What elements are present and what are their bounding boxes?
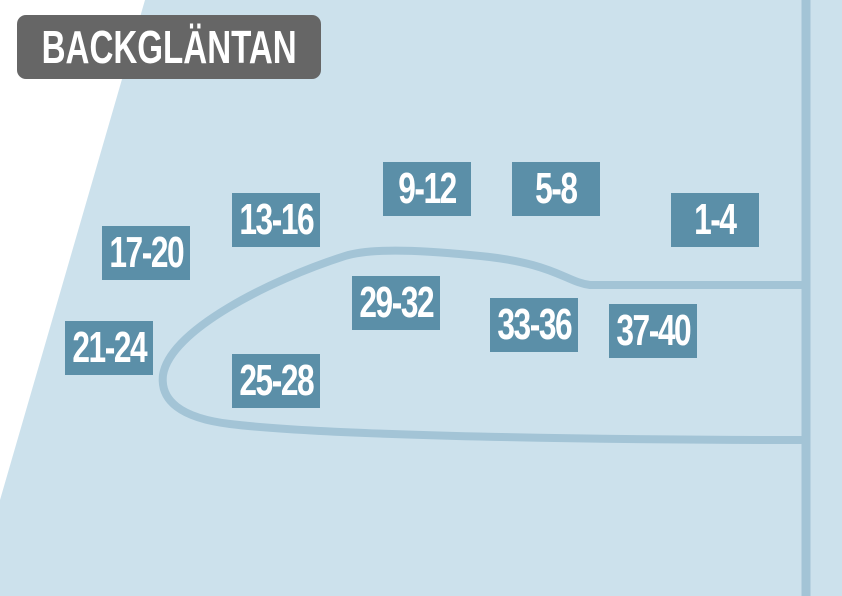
- lot-label-text: 37-40: [616, 306, 691, 355]
- lot-label-text: 1-4: [694, 195, 737, 244]
- lot-label[interactable]: 37-40: [609, 304, 697, 358]
- lot-label[interactable]: 5-8: [512, 162, 600, 216]
- area-title: BACKGLÄNTAN: [17, 15, 321, 79]
- lot-label-text: 21-24: [72, 323, 147, 372]
- lot-label[interactable]: 9-12: [383, 162, 471, 216]
- lot-label[interactable]: 1-4: [671, 193, 759, 247]
- lot-label[interactable]: 13-16: [232, 193, 320, 247]
- lot-label[interactable]: 21-24: [65, 321, 153, 375]
- branch-road: [158, 246, 807, 444]
- lot-label[interactable]: 33-36: [490, 298, 578, 352]
- lot-label-text: 13-16: [239, 195, 314, 244]
- lot-label[interactable]: 25-28: [232, 354, 320, 408]
- lot-label-text: 17-20: [109, 228, 184, 277]
- lot-label[interactable]: 29-32: [352, 276, 440, 330]
- lot-label-text: 5-8: [535, 164, 578, 213]
- lot-label[interactable]: 17-20: [102, 226, 190, 280]
- lot-label-text: 25-28: [239, 356, 314, 405]
- area-title-text: BACKGLÄNTAN: [41, 21, 297, 73]
- lot-label-text: 9-12: [398, 164, 457, 213]
- lot-label-text: 29-32: [359, 278, 434, 327]
- lot-label-text: 33-36: [497, 300, 572, 349]
